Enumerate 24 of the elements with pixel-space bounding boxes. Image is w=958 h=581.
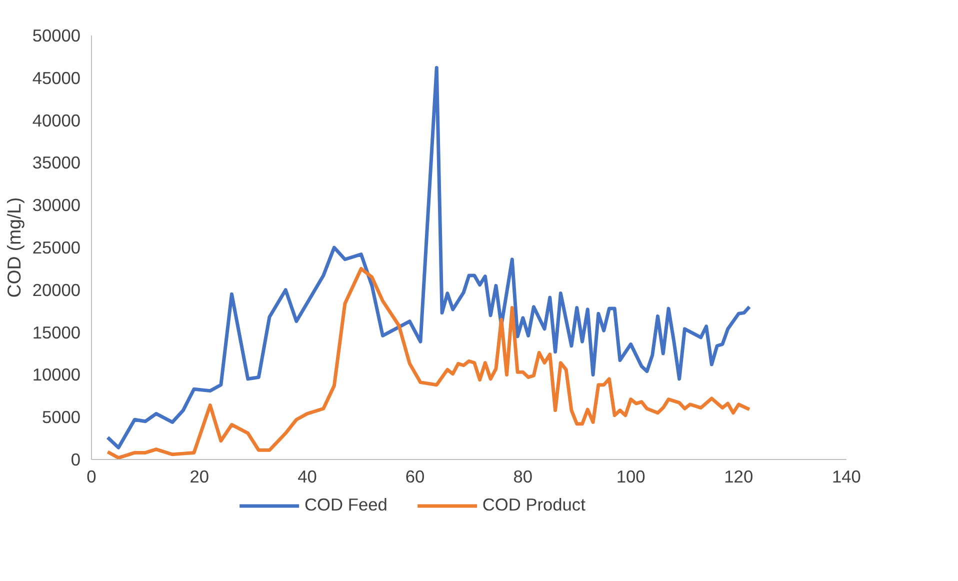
- x-tick-label: 60: [405, 466, 425, 486]
- y-tick-label: 25000: [32, 238, 80, 258]
- x-tick-label: 40: [298, 466, 317, 486]
- legend-label: COD Product: [482, 494, 586, 516]
- x-tick-label: 120: [724, 466, 754, 486]
- y-tick-label: 5000: [42, 407, 81, 428]
- x-tick-label: 80: [513, 466, 533, 486]
- y-tick-label: 15000: [32, 322, 80, 342]
- line-series: [106, 266, 752, 460]
- y-tick-label: 50000: [32, 26, 80, 46]
- legend-label: COD Feed: [304, 494, 388, 516]
- y-tick-label: 40000: [32, 110, 80, 130]
- x-tick-label: 140: [832, 466, 861, 486]
- x-tick-label: 0: [86, 466, 96, 486]
- y-tick-label: 20000: [32, 280, 80, 300]
- x-tick-label: 100: [616, 466, 646, 486]
- y-tick-label: 45000: [32, 68, 80, 88]
- y-axis-title: COD (mg/L): [3, 197, 24, 298]
- line-series: [106, 66, 752, 450]
- y-tick-label: 30000: [32, 195, 80, 216]
- x-tick-label: 20: [190, 466, 209, 486]
- y-tick-label: 0: [70, 450, 81, 470]
- y-tick-label: 35000: [32, 152, 80, 173]
- y-tick-label: 10000: [32, 364, 80, 385]
